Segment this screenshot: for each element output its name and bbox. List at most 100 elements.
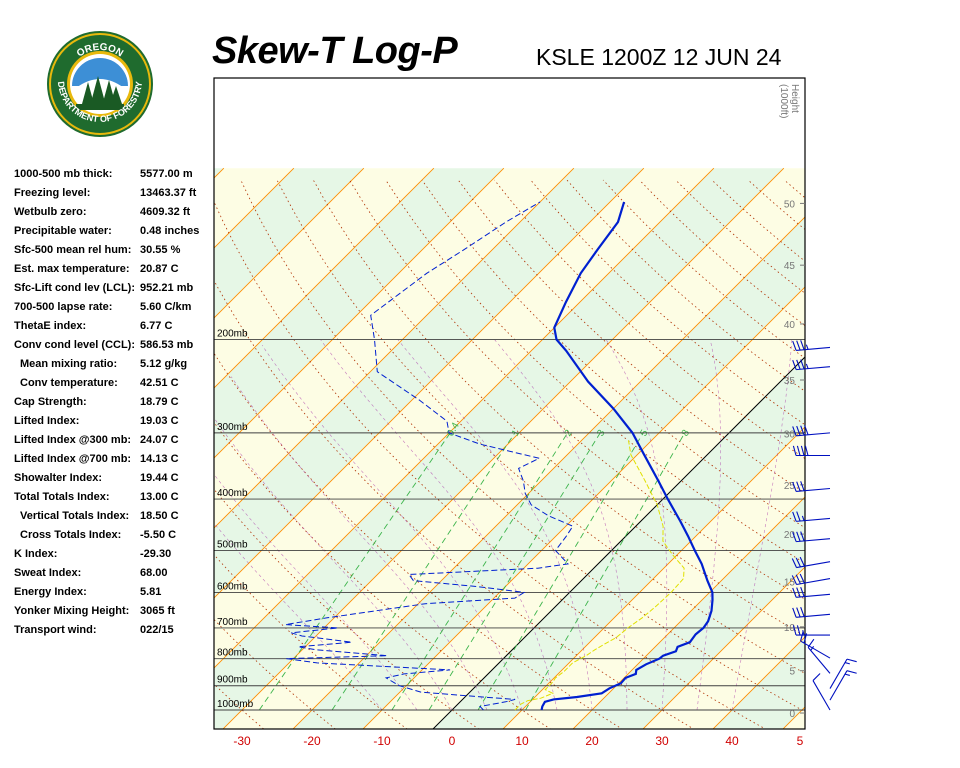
mixing-ratio-label: 2 (563, 428, 576, 439)
index-row: Conv cond level (CCL): 586.53 mb (14, 339, 214, 358)
index-row: Lifted Index @700 mb: 14.13 C (14, 453, 214, 472)
index-value: 13463.37 ft (140, 187, 197, 199)
isotherm-line (222, 167, 785, 729)
index-row: Transport wind: 022/15 (14, 624, 214, 643)
index-label: Energy Index: (14, 586, 87, 598)
dry-adiabat-line (784, 179, 805, 199)
index-row: Precipitable water: 0.48 inches (14, 225, 214, 244)
wind-barb (792, 340, 831, 351)
index-row: Total Totals Index: 13.00 C (14, 491, 214, 510)
index-value: 022/15 (140, 624, 174, 636)
wind-barb (792, 445, 830, 457)
station-datetime-title: KSLE 1200Z 12 JUN 24 (536, 44, 782, 70)
wind-barb (829, 658, 857, 689)
mixing-ratio-label: 0.4 (445, 420, 462, 438)
dry-adiabat-line (747, 179, 805, 230)
index-value: 24.07 C (140, 434, 179, 446)
isotherm-line (214, 167, 715, 669)
wetbulb-trace (514, 440, 685, 711)
index-value: 30.55 % (140, 244, 181, 256)
dewpoint-trace (285, 201, 574, 711)
index-row: Est. max temperature: 20.87 C (14, 263, 214, 282)
dry-adiabat-line (494, 179, 805, 460)
index-value: 5.12 g/kg (140, 358, 188, 370)
temperature-tick-label: 40 (725, 734, 739, 748)
height-tick-label: 40 (784, 320, 796, 331)
index-label: Freezing level: (14, 187, 91, 199)
pressure-label: 700mb (217, 617, 248, 628)
dry-adiabat-line (457, 179, 805, 494)
pressure-label: 600mb (217, 581, 248, 592)
index-value: 18.50 C (140, 510, 179, 522)
temperature-tick-label: 30 (655, 734, 669, 748)
pressure-label: 900mb (217, 675, 248, 686)
height-tick-label: 25 (784, 481, 796, 492)
dry-adiabat-line (349, 179, 805, 600)
index-label: Transport wind: (14, 624, 97, 636)
index-label: Conv cond level (CCL): (14, 339, 136, 351)
dry-adiabat-line (421, 179, 805, 529)
index-label: Vertical Totals Index: (20, 510, 130, 522)
mixing-ratio-label: 1 (510, 428, 523, 439)
pressure-label: 400mb (217, 488, 248, 499)
moist-adiabat-line (214, 417, 453, 711)
index-label: 1000-500 mb thick: (14, 168, 113, 180)
index-label: Lifted Index: (14, 415, 80, 427)
wind-barb (792, 425, 831, 437)
index-label: Cross Totals Index: (20, 529, 122, 541)
dry-adiabat-line (385, 179, 805, 564)
temperature-tick-label: 20 (585, 734, 599, 748)
index-label: Lifted Index @300 mb: (14, 434, 132, 446)
mixing-ratio-line (428, 432, 601, 711)
isotherm-line (642, 566, 805, 729)
index-row: Wetbulb zero: 4609.32 ft (14, 206, 214, 225)
isotherm-line (362, 286, 805, 729)
moist-adiabat-line (397, 339, 593, 711)
index-row: Vertical Totals Index: 18.50 C (14, 510, 214, 529)
temperature-tick-label: 0 (449, 734, 456, 748)
isotherm-line (0, 168, 14, 732)
dry-adiabat-line (711, 179, 805, 262)
moist-adiabat-line (494, 339, 628, 710)
index-label: Sfc-500 mean rel hum: (14, 244, 132, 256)
mixing-ratio-line (525, 432, 686, 711)
index-label: Showalter Index: (14, 472, 103, 484)
height-axis-title: Height (789, 84, 800, 113)
index-label: Precipitable water: (14, 225, 112, 237)
isotherm-line (850, 168, 960, 732)
pressure-label: 300mb (217, 422, 248, 433)
index-value: 19.44 C (140, 472, 179, 484)
moist-adiabat-line (605, 339, 668, 711)
index-value: 13.00 C (140, 491, 179, 503)
index-row: Lifted Index: 19.03 C (14, 415, 214, 434)
temperature-tick-label: -30 (233, 734, 251, 748)
index-row: Showalter Index: 19.44 C (14, 472, 214, 491)
height-tick-label: 50 (784, 199, 796, 210)
wind-barb (791, 573, 831, 586)
index-label: Cap Strength: (14, 396, 87, 408)
wind-barb (812, 673, 831, 711)
mixing-ratio-label: 3 (595, 428, 608, 439)
wind-barb (792, 481, 831, 493)
index-value: -5.50 C (140, 529, 177, 541)
isotherm-line (432, 356, 805, 729)
height-tick-label: 0 (789, 709, 795, 720)
index-label: Conv temperature: (20, 377, 118, 389)
dry-adiabat-line (312, 179, 805, 637)
dry-adiabat-line (530, 179, 805, 426)
index-value: 5.60 C/km (140, 301, 192, 313)
index-label: Mean mixing ratio: (20, 358, 118, 370)
wind-barb (792, 359, 831, 371)
moist-adiabat-line (261, 345, 523, 711)
dry-adiabat-line (602, 179, 805, 359)
mixing-ratio-line (331, 432, 516, 711)
height-tick-label: 30 (784, 430, 796, 441)
index-row: Lifted Index @300 mb: 24.07 C (14, 434, 214, 453)
height-tick-label: 45 (784, 261, 796, 272)
dry-adiabat-line (639, 179, 805, 327)
index-value: 68.00 (140, 567, 168, 579)
index-row: Mean mixing ratio: 5.12 g/kg (14, 358, 214, 377)
index-row: Energy Index: 5.81 (14, 586, 214, 605)
index-label: 700-500 lapse rate: (14, 301, 113, 313)
isotherm-line (502, 426, 805, 729)
